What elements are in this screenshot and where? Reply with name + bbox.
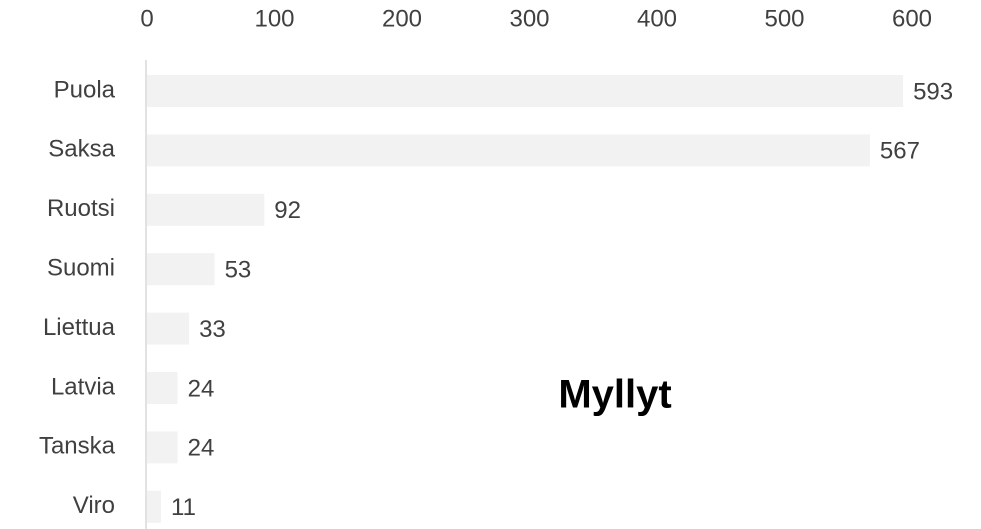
y-tick-label: Saksa [48,136,115,163]
x-tick-label: 200 [382,5,422,32]
y-tick-label: Puola [54,76,116,103]
x-tick-label: 400 [637,5,677,32]
bar [147,490,162,523]
bar [147,253,215,286]
y-tick-label: Latvia [51,373,116,400]
bar [147,312,190,345]
value-label: 24 [188,435,215,462]
value-label: 92 [274,197,301,224]
x-tick-label: 600 [892,5,932,32]
value-label: 53 [225,257,252,284]
bar [147,193,265,226]
bar [147,75,904,107]
value-label: 593 [913,78,953,105]
bar [147,431,178,464]
y-tick-label: Liettua [43,314,116,341]
x-tick-label: 500 [764,5,804,32]
bar [147,134,870,167]
y-tick-label: Tanska [39,433,116,460]
value-label: 24 [188,375,215,402]
x-tick-label: 100 [254,5,294,32]
y-tick-label: Suomi [47,255,115,282]
bar [147,372,178,404]
value-label: 11 [171,494,196,521]
x-tick-label: 300 [509,5,549,32]
y-tick-label: Viro [73,492,115,519]
y-tick-label: Ruotsi [47,195,115,222]
x-tick-label: 0 [140,5,153,32]
value-label: 567 [880,138,920,165]
value-label: 33 [199,316,226,343]
chart-title: Myllyt [558,373,671,417]
